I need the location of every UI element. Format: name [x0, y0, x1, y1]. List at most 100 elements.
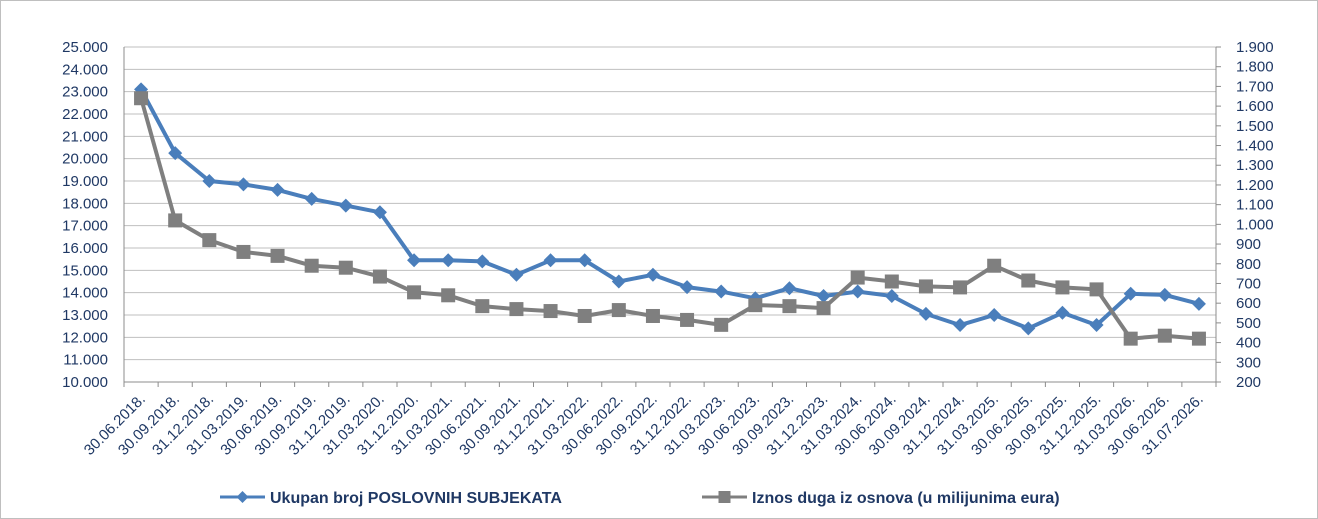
- series: [134, 82, 1206, 346]
- data-point-square: [1191, 331, 1206, 346]
- right-tick-label: 900: [1236, 236, 1261, 253]
- data-point-diamond: [782, 281, 797, 296]
- x-axis-tick-labels: 30.06.2018.30.09.2018.31.12.2018.31.03.2…: [81, 391, 1207, 459]
- data-point-square: [1055, 280, 1070, 295]
- data-point-diamond: [270, 182, 285, 197]
- left-tick-label: 16.000: [62, 240, 108, 257]
- legend-item-series-2: Iznos duga iz osnova (u milijunima eura): [702, 490, 1060, 507]
- left-tick-label: 10.000: [62, 374, 108, 391]
- data-point-square: [543, 304, 558, 319]
- right-tick-label: 1.400: [1236, 138, 1274, 155]
- data-point-square: [850, 270, 865, 285]
- data-point-diamond: [1089, 318, 1104, 333]
- data-point-square: [1123, 331, 1138, 346]
- data-point-square: [372, 269, 387, 284]
- left-tick-label: 22.000: [62, 106, 108, 123]
- right-tick-label: 1.500: [1236, 118, 1274, 135]
- legend-square-marker: [718, 491, 731, 503]
- left-axis-tick-labels: 10.000 11.000 12.000 13.000 14.000 15.000 16.0…: [62, 39, 108, 391]
- data-point-diamond: [407, 253, 422, 268]
- data-point-square: [338, 260, 353, 275]
- data-point-square: [1089, 282, 1104, 297]
- right-tick-label: 700: [1236, 275, 1261, 292]
- data-point-square: [680, 312, 695, 327]
- data-point-square: [1157, 328, 1172, 343]
- data-point-square: [270, 248, 285, 263]
- left-tick-label: 14.000: [62, 285, 108, 302]
- data-point-square: [202, 233, 217, 248]
- right-tick-label: 1.000: [1236, 216, 1274, 233]
- data-point-diamond: [236, 177, 251, 192]
- gridlines: [124, 46, 1216, 383]
- data-point-square: [748, 298, 763, 313]
- data-point-square: [509, 302, 524, 317]
- data-point-diamond: [338, 198, 353, 213]
- data-point-diamond: [611, 274, 626, 289]
- legend-item-series-1: Ukupan broj POSLOVNIH SUBJEKATA: [220, 490, 562, 507]
- right-tick-label: 600: [1236, 295, 1261, 312]
- data-point-diamond: [475, 254, 490, 269]
- data-point-square: [236, 244, 251, 259]
- data-point-diamond: [918, 306, 933, 321]
- right-tick-label: 400: [1236, 335, 1261, 352]
- left-tick-label: 13.000: [62, 307, 108, 324]
- legend: Ukupan broj POSLOVNIH SUBJEKATA Iznos du…: [220, 490, 1060, 507]
- data-point-square: [816, 301, 831, 316]
- data-point-square: [918, 279, 933, 294]
- right-tick-label: 1.800: [1236, 59, 1274, 76]
- left-tick-label: 20.000: [62, 151, 108, 168]
- right-tick-label: 1.700: [1236, 78, 1274, 95]
- data-point-square: [475, 299, 490, 314]
- left-tick-label: 18.000: [62, 195, 108, 212]
- data-point-diamond: [987, 308, 1002, 322]
- data-point-diamond: [1055, 305, 1070, 320]
- data-point-diamond: [884, 289, 899, 304]
- right-tick-label: 1.200: [1236, 177, 1274, 194]
- data-point-diamond: [441, 253, 456, 268]
- data-point-diamond: [850, 284, 865, 299]
- legend-diamond-marker: [236, 491, 249, 503]
- series-line: [139, 97, 1200, 341]
- data-point-square: [577, 308, 592, 323]
- left-tick-label: 24.000: [62, 61, 108, 78]
- right-tick-label: 1.300: [1236, 157, 1274, 174]
- left-tick-label: 23.000: [62, 84, 108, 101]
- left-tick-label: 15.000: [62, 262, 108, 279]
- right-tick-label: 1.100: [1236, 197, 1274, 214]
- right-tick-label: 200: [1236, 374, 1261, 391]
- left-tick-label: 25.000: [62, 39, 108, 56]
- left-tick-label: 21.000: [62, 128, 108, 145]
- data-point-square: [884, 274, 899, 289]
- series-2: [134, 91, 1206, 346]
- data-point-diamond: [1157, 287, 1172, 302]
- data-point-square: [134, 91, 149, 106]
- data-point-diamond: [1123, 286, 1138, 301]
- data-point-diamond: [577, 253, 592, 268]
- data-point-diamond: [168, 146, 183, 161]
- data-point-square: [1021, 273, 1036, 288]
- left-tick-label: 19.000: [62, 173, 108, 190]
- data-point-diamond: [1191, 296, 1206, 311]
- data-point-square: [782, 299, 797, 314]
- data-point-diamond: [953, 318, 968, 333]
- data-point-square: [611, 303, 626, 318]
- data-point-diamond: [372, 205, 387, 220]
- data-point-diamond: [680, 280, 695, 295]
- right-axis-tick-labels: 200 300 400 500 600 700 800 900 1.000 1.100 1.200 1…: [1236, 39, 1274, 391]
- right-tick-label: 800: [1236, 256, 1261, 273]
- left-tick-label: 12.000: [62, 329, 108, 346]
- left-tick-label: 11.000: [63, 352, 108, 369]
- right-tick-label: 1.600: [1236, 98, 1274, 115]
- data-point-square: [645, 308, 660, 323]
- data-point-diamond: [509, 267, 524, 282]
- data-point-square: [304, 258, 319, 273]
- legend-label-series-1: Ukupan broj POSLOVNIH SUBJEKATA: [270, 490, 562, 507]
- data-point-diamond: [714, 284, 729, 299]
- data-point-diamond: [543, 253, 558, 268]
- data-point-diamond: [645, 267, 660, 282]
- data-point-square: [714, 317, 729, 332]
- data-point-square: [168, 213, 183, 228]
- left-tick-label: 17.000: [62, 218, 108, 235]
